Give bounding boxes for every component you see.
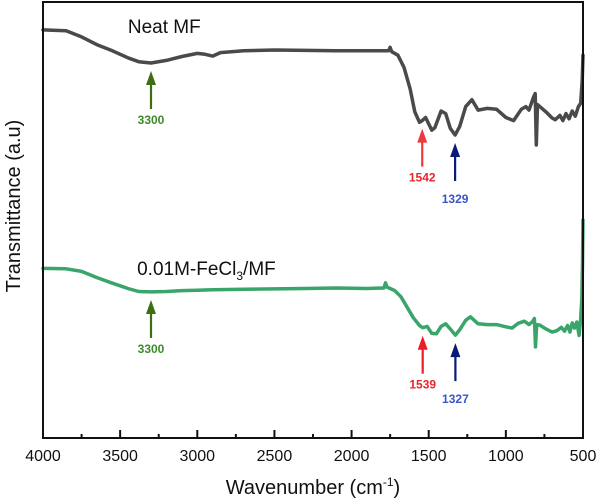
x-tick-label: 500 <box>570 448 597 465</box>
annotation-arrow-head-icon <box>450 142 461 157</box>
x-tick-label: 3500 <box>102 448 138 465</box>
x-tick-label: 1500 <box>411 448 447 465</box>
annotation-label-1327: 1327 <box>442 392 469 406</box>
annotation-label-1329: 1329 <box>442 192 469 206</box>
series-label-neat-mf: Neat MF <box>128 17 201 38</box>
annotation-label-1542: 1542 <box>409 171 436 185</box>
annotation-arrow-head-icon <box>417 128 428 143</box>
series-line-neat-mf <box>41 28 585 147</box>
x-axis-title-main: Wavenumber (cm <box>226 477 383 499</box>
x-tick-label: 2500 <box>257 448 293 465</box>
series-line-fecl3-mf <box>41 218 585 349</box>
annotation-arrow-head-icon <box>146 71 156 86</box>
annotation-label-3300: 3300 <box>138 342 165 356</box>
annotation-arrow-head-icon <box>146 299 156 314</box>
annotation-arrow-head-icon <box>417 335 428 350</box>
series-label-main: Neat MF <box>128 17 201 38</box>
series-label-fecl3-mf: 0.01M-FeCl3/MF <box>137 259 276 283</box>
series-label-subscript: 3 <box>236 269 243 283</box>
plot-frame <box>42 1 584 439</box>
series-label-end: /MF <box>243 259 276 280</box>
annotation-label-3300: 3300 <box>138 113 165 127</box>
y-axis-title: Transmittance (a.u) <box>3 120 25 293</box>
x-tick-label: 2000 <box>334 448 370 465</box>
x-axis-ticks: 4000 3500 3000 2500 2000 1500 1000 500 <box>25 430 596 465</box>
series-label-main: 0.01M-FeCl <box>137 259 236 280</box>
x-tick-label: 3000 <box>179 448 215 465</box>
series-layer <box>41 28 585 349</box>
annotation-arrow-head-icon <box>450 343 461 358</box>
annotation-layer: 3300 1542 1329 3300 1539 1327 <box>138 71 469 406</box>
x-tick-label: 4000 <box>25 448 61 465</box>
annotation-label-1539: 1539 <box>409 378 436 392</box>
x-tick-label: 1000 <box>488 448 524 465</box>
x-axis-title-superscript: -1 <box>383 475 394 489</box>
x-axis-title: Wavenumber (cm-1) <box>226 475 400 499</box>
x-axis-title-end: ) <box>394 477 401 499</box>
